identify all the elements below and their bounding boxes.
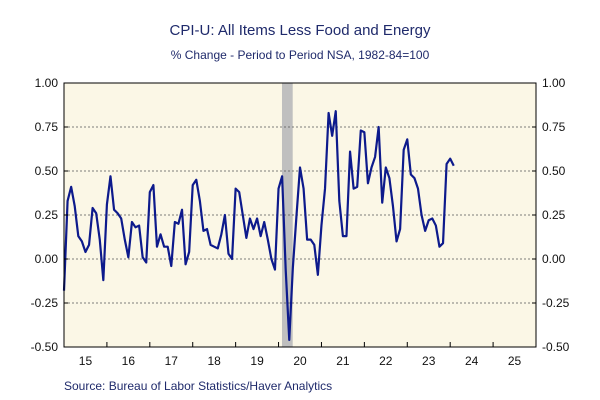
x-tick-label: 19 xyxy=(250,354,264,368)
gridlines xyxy=(64,126,536,304)
x-tick-label: 23 xyxy=(422,354,436,368)
x-tick-label: 18 xyxy=(208,354,222,368)
y-tick-label-right: 1.00 xyxy=(542,76,566,90)
chart-subtitle: % Change - Period to Period NSA, 1982-84… xyxy=(170,48,430,62)
y-tick-label-left: 0.25 xyxy=(35,208,59,222)
y-tick-label-left: 0.50 xyxy=(35,164,59,178)
y-tick-label-left: -0.50 xyxy=(31,340,59,354)
y-tick-label-left: 0.75 xyxy=(35,120,59,134)
x-tick-label: 22 xyxy=(379,354,393,368)
y-tick-label-right: 0.75 xyxy=(542,120,566,134)
y-tick-label-right: -0.50 xyxy=(542,340,570,354)
y-tick-label-right: -0.25 xyxy=(542,296,570,310)
y-tick-label-right: 0.25 xyxy=(542,208,566,222)
x-tick-label: 15 xyxy=(79,354,93,368)
y-tick-label-left: -0.25 xyxy=(31,296,59,310)
x-tick-label: 17 xyxy=(165,354,179,368)
source-note: Source: Bureau of Labor Statistics/Haver… xyxy=(64,379,333,393)
y-axis-right: -0.50 -0.25 0.00 0.25 0.50 0.75 1.00 xyxy=(542,76,570,354)
y-axis-left: -0.50 -0.25 0.00 0.25 0.50 0.75 1.00 xyxy=(31,76,536,354)
series-line xyxy=(62,110,455,342)
x-axis: 15 16 17 18 19 20 21 22 23 24 25 xyxy=(63,342,537,368)
y-tick-label-right: 0.00 xyxy=(542,252,566,266)
recession-shading xyxy=(281,83,293,347)
x-tick-label: 16 xyxy=(122,354,136,368)
x-tick-label: 25 xyxy=(508,354,522,368)
x-tick-label: 24 xyxy=(465,354,479,368)
x-tick-label: 20 xyxy=(293,354,307,368)
y-tick-label-right: 0.50 xyxy=(542,164,566,178)
y-tick-label-left: 1.00 xyxy=(35,76,59,90)
chart-title: CPI-U: All Items Less Food and Energy xyxy=(169,22,431,39)
x-tick-label: 21 xyxy=(336,354,350,368)
y-tick-label-left: 0.00 xyxy=(35,252,59,266)
